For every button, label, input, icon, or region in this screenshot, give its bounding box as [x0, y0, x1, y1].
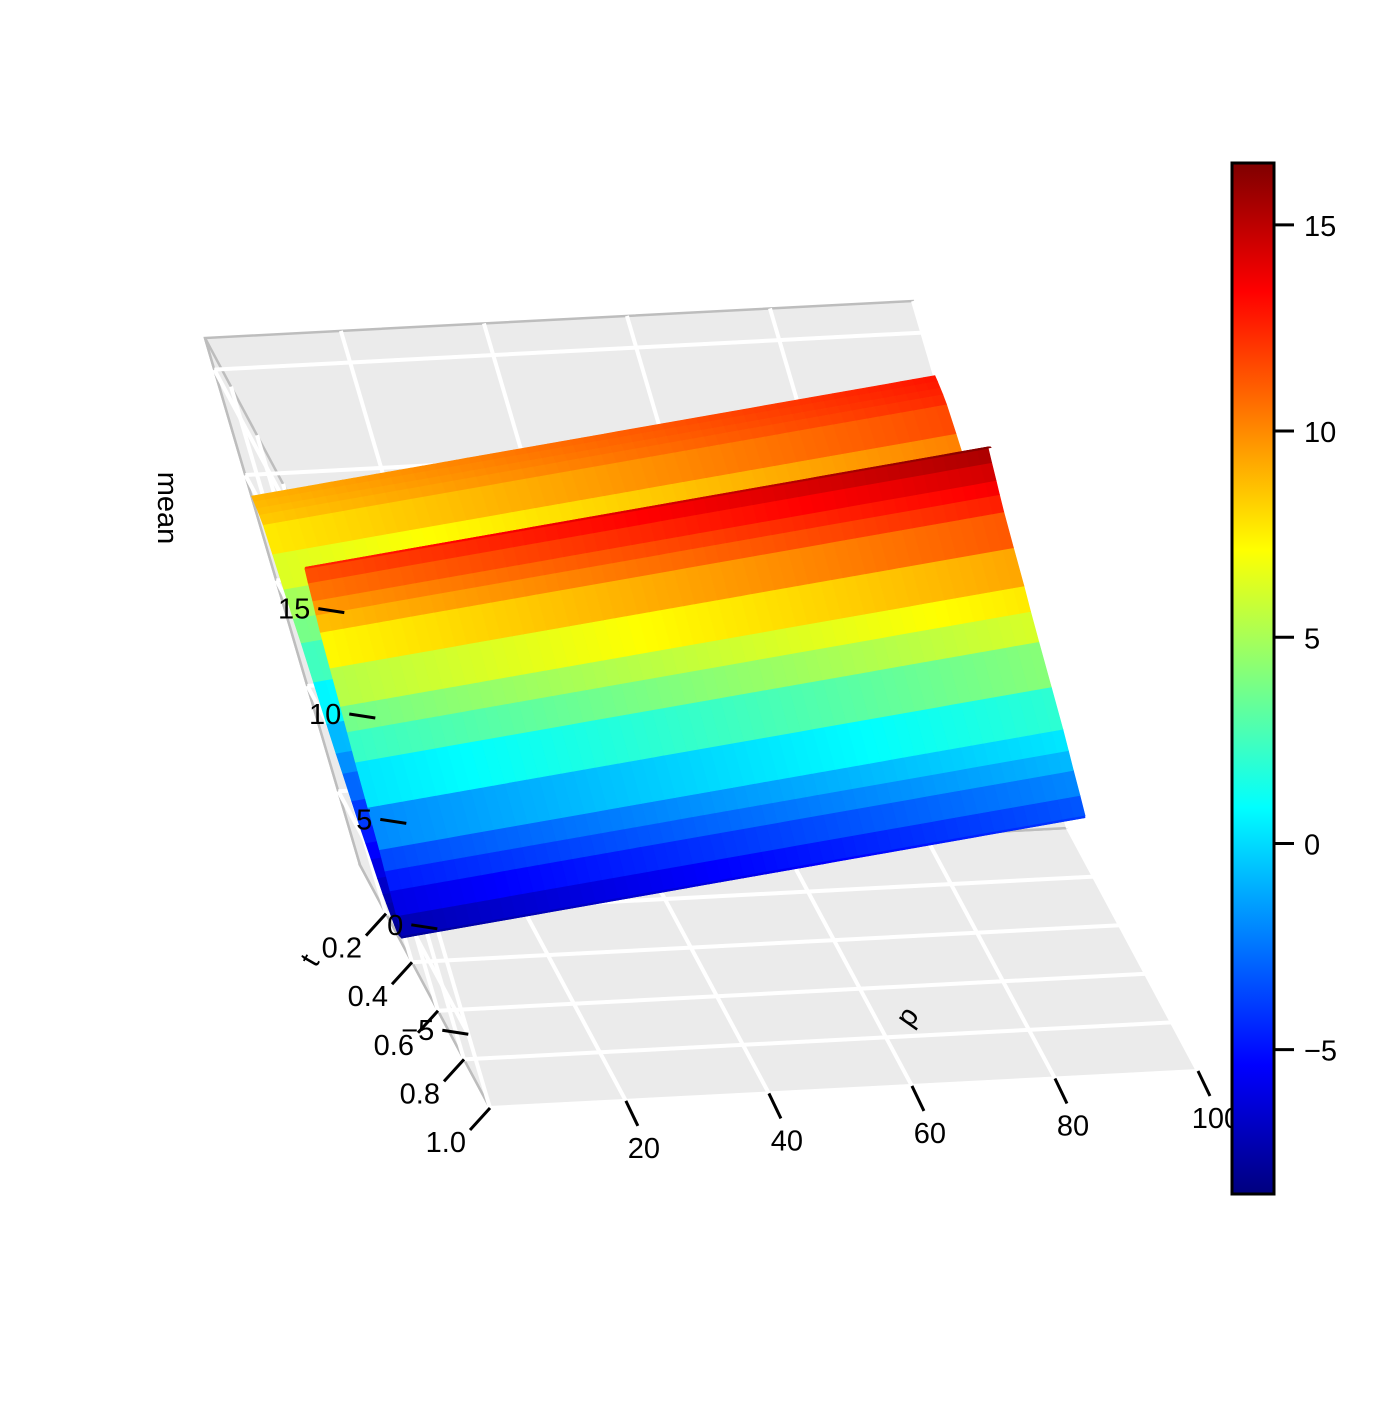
colorbar-tick-label: 5 [1304, 623, 1320, 655]
colorbar: 15 10 5 0 −5 [1230, 161, 1337, 1196]
gridline [214, 330, 923, 372]
z-tick-mark [318, 607, 345, 615]
t-tick-label: 0.4 [348, 981, 388, 1013]
z-tick-mark [442, 1028, 469, 1036]
p-tick-mark [910, 1085, 926, 1112]
p-tick-label: 60 [914, 1118, 946, 1150]
gridline [489, 1069, 1199, 1110]
t-axis-ticks: 0.2 0.4 0.6 0.8 1.0 [322, 912, 492, 1159]
colorbar-tick-label: 10 [1304, 417, 1336, 449]
p-tick-mark [1196, 1070, 1212, 1097]
t-tick-mark [364, 912, 388, 937]
p-tick-mark [624, 1100, 640, 1127]
z-axis-label: mean [151, 472, 183, 545]
p-tick-mark [1053, 1077, 1069, 1105]
colorbar-ticks: 15 10 5 0 −5 [1274, 211, 1337, 1068]
z-tick-label: 0 [387, 910, 403, 942]
p-tick-label: 80 [1057, 1110, 1089, 1142]
surface-facet [306, 564, 320, 569]
t-tick-label: 0.6 [374, 1030, 414, 1062]
z-tick-label: 5 [356, 804, 372, 836]
gridline [463, 1020, 1173, 1062]
p-tick-label: 40 [771, 1125, 803, 1157]
t-tick-mark [468, 1106, 492, 1132]
t-tick-label: 1.0 [426, 1127, 466, 1159]
z-tick-label: 15 [278, 594, 310, 626]
z-tick-mark [380, 817, 407, 825]
p-tick-mark [767, 1092, 783, 1120]
gridline [1066, 827, 1200, 1072]
t-tick-mark [390, 961, 414, 986]
gridline [923, 834, 1057, 1080]
z-tick-mark [349, 712, 376, 720]
gridline [411, 923, 1121, 965]
t-tick-label: 0.2 [322, 933, 362, 965]
z-tick-mark [411, 923, 438, 931]
colorbar-tick-label: 15 [1304, 211, 1336, 243]
gridline [780, 842, 914, 1087]
colorbar-tick-label: −5 [1304, 1036, 1337, 1068]
t-tick-mark [416, 1009, 440, 1034]
colorbar-tick-label: 0 [1304, 829, 1320, 861]
p-tick-label: 20 [628, 1133, 660, 1165]
z-tick-label: 10 [309, 699, 341, 731]
t-tick-mark [442, 1058, 466, 1083]
t-tick-label: 0.8 [400, 1078, 440, 1110]
gridline [437, 971, 1147, 1013]
colorbar-gradient [1230, 161, 1276, 1196]
surface-mesh [251, 375, 1086, 939]
